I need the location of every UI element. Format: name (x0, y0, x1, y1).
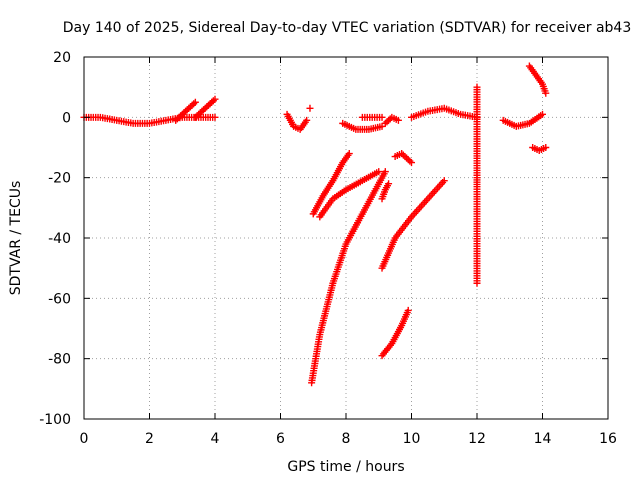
series-arc-13.6-14.1h-down (525, 62, 550, 97)
x-tick-label: 16 (599, 431, 617, 447)
data-point (539, 110, 546, 118)
series-arc-7.2-9h-long (316, 168, 383, 221)
series-arc-9.1-11h-long (378, 177, 448, 272)
series-arc-8h-dip (339, 119, 386, 133)
data-point (345, 150, 353, 158)
x-tick-labels: 0 2 4 6 8 10 12 14 16 (80, 431, 617, 447)
data-point (542, 89, 550, 97)
series-arc-8.5h-flat (358, 113, 386, 121)
y-tick-label: -40 (48, 231, 71, 247)
data-point (211, 95, 219, 103)
series-arc-9.5-10h (391, 150, 415, 167)
x-tick-label: 0 (80, 431, 89, 447)
data-point (542, 144, 550, 151)
series-arc-7-8.1h-steep (309, 150, 353, 218)
x-tick-label: 8 (342, 431, 351, 447)
gridlines (84, 57, 608, 419)
y-axis-label: SDTVAR / TECUs (8, 181, 24, 296)
x-tick-label: 12 (468, 431, 486, 447)
axis-ticks (83, 56, 609, 420)
data-point (381, 168, 389, 176)
x-tick-label: 14 (534, 431, 552, 447)
x-tick-label: 4 (211, 431, 220, 447)
chart-title: Day 140 of 2025, Sidereal Day-to-day VTE… (63, 20, 632, 36)
data-point (191, 98, 199, 106)
series-arc-9.1-9.9h-lower (378, 306, 412, 360)
series-arc-6.3h-dip (283, 110, 311, 133)
data-points (80, 62, 550, 387)
y-tick-labels: -100 -80 -60 -40 -20 0 20 (39, 50, 71, 428)
y-tick-label: -60 (48, 291, 71, 307)
series-arc-6.9h-point (306, 104, 314, 112)
y-tick-label: 20 (53, 50, 71, 66)
x-tick-label: 2 (145, 431, 154, 447)
series-arc-9.3h (381, 113, 402, 127)
data-point (211, 113, 219, 121)
data-point (306, 104, 314, 112)
x-tick-label: 10 (403, 431, 421, 447)
x-tick-label: 6 (276, 431, 285, 447)
data-point (394, 116, 402, 124)
data-point (408, 159, 415, 167)
series-arc-12h-isolated (473, 83, 481, 287)
data-point (375, 168, 383, 176)
y-tick-label: -20 (48, 171, 71, 187)
data-point (440, 177, 448, 185)
data-point (303, 116, 311, 124)
y-tick-label: 0 (62, 110, 71, 126)
data-point (404, 306, 412, 314)
data-point (385, 180, 393, 188)
x-axis-label: GPS time / hours (287, 459, 404, 475)
series-arc-3h-rise-a (172, 98, 199, 124)
series-arc-12.8-14h-cluster (499, 110, 546, 130)
series-arc-3.5h-rise-b (191, 95, 219, 121)
series-arc-9.1-9.3h-short (378, 180, 393, 203)
series-arc-7-9.2h-deep (308, 168, 389, 387)
data-point (378, 113, 386, 121)
series-arc-10-12h-cluster (408, 104, 481, 121)
series-arc-13.7-14.1h-low (529, 144, 550, 155)
y-tick-label: -100 (39, 412, 71, 428)
data-point (473, 279, 481, 287)
y-tick-label: -80 (48, 352, 71, 368)
